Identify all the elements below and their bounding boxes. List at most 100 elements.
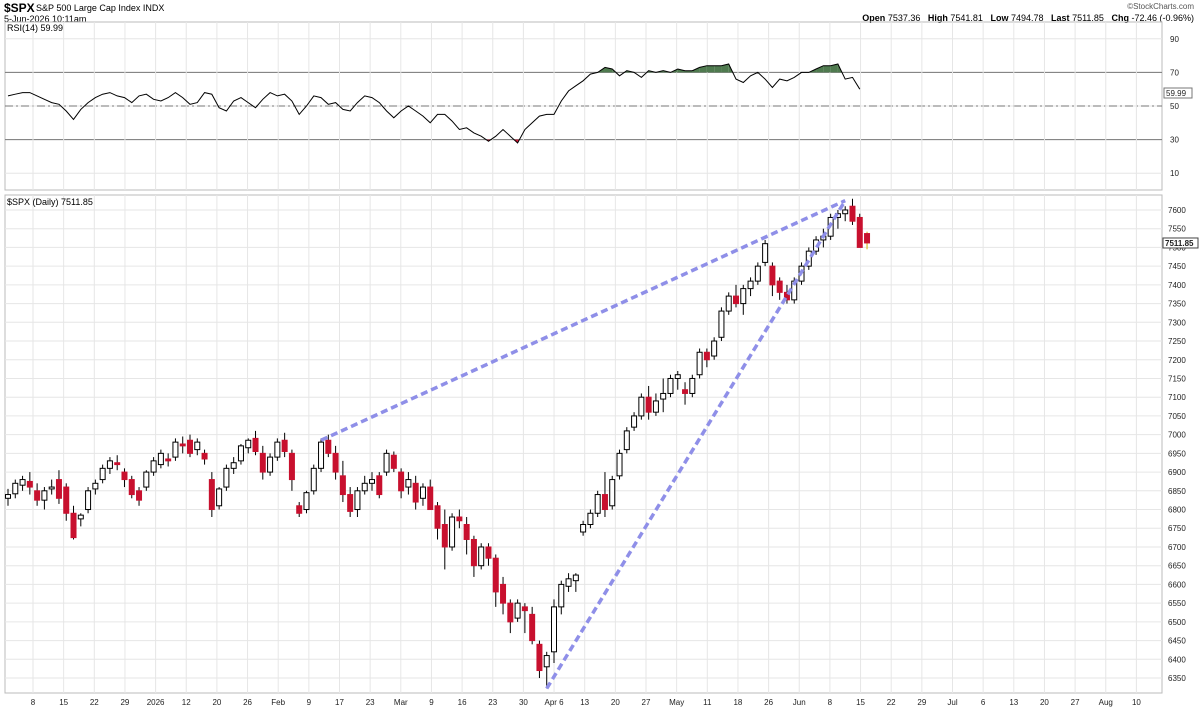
- candle: [165, 453, 172, 467]
- candle-body: [616, 452, 623, 477]
- candle: [558, 580, 565, 615]
- candle-body: [740, 288, 747, 305]
- rsi-tick-label: 10: [1170, 169, 1179, 178]
- date-tick-label: 6: [981, 698, 986, 707]
- candle: [5, 488, 11, 506]
- candle-body: [237, 445, 244, 462]
- price-tick-label: 6450: [1168, 637, 1186, 646]
- candle-body: [805, 250, 812, 267]
- price-tick-label: 7250: [1168, 337, 1186, 346]
- candle: [55, 470, 62, 504]
- candle: [318, 438, 325, 473]
- candle-body: [63, 486, 70, 514]
- date-tick-label: 13: [580, 698, 589, 707]
- candle: [288, 449, 295, 491]
- candle: [85, 487, 92, 514]
- candle-body: [725, 295, 732, 312]
- candle: [470, 535, 477, 577]
- candle-body: [281, 439, 288, 452]
- candle: [332, 445, 339, 480]
- candle: [638, 393, 645, 420]
- price-tick-label: 6850: [1168, 487, 1186, 496]
- date-tick-label: 9: [307, 698, 312, 707]
- price-tick-label: 7150: [1168, 374, 1186, 383]
- price-axis: 6350 6400 6450 6500 6550 6600 6650 6700 6750 6800…: [1168, 206, 1186, 683]
- candle: [747, 277, 754, 297]
- date-tick-label: 16: [458, 698, 467, 707]
- candle-body: [208, 479, 215, 511]
- date-tick-label: 8: [828, 698, 833, 707]
- date-tick-label: 12: [182, 698, 191, 707]
- candle-body: [623, 430, 630, 451]
- date-tick-label: Apr 6: [544, 698, 564, 707]
- candle-body: [674, 374, 681, 379]
- candle: [172, 438, 179, 461]
- candle: [259, 445, 266, 480]
- price-frame: [4, 194, 1163, 694]
- candle-body: [587, 512, 594, 526]
- candle-body: [441, 524, 448, 548]
- candle: [449, 513, 456, 551]
- rsi-tag-text: 59.99: [1166, 89, 1187, 98]
- rsi-fill-segment: [714, 65, 722, 73]
- candle-body: [85, 490, 92, 511]
- candle-body: [390, 454, 397, 469]
- candle-body: [157, 452, 164, 466]
- brand-watermark: ©StockCharts.com: [1127, 2, 1194, 11]
- rsi-panel: 10 30 50 70 90 RSI(14) 59.99 59.99: [4, 21, 1193, 191]
- rsi-tick-label: 70: [1170, 68, 1179, 77]
- candle: [237, 444, 244, 465]
- candle-body: [696, 351, 703, 376]
- candle-body: [383, 452, 390, 473]
- candle: [114, 455, 121, 471]
- last-label: Last: [1051, 13, 1070, 23]
- candle-body: [150, 460, 157, 473]
- candle-body: [48, 486, 55, 490]
- date-tick-label: 15: [59, 698, 68, 707]
- rsi-axis: 10 30 50 70 90: [1170, 35, 1179, 178]
- candle-body: [121, 471, 128, 481]
- candle-body: [143, 471, 150, 488]
- candle-body: [419, 486, 426, 499]
- rsi-value-tag: 59.99: [1163, 87, 1193, 99]
- candle: [769, 262, 776, 297]
- candle: [762, 239, 769, 267]
- rsi-fill-segment: [706, 65, 715, 73]
- price-tick-label: 6350: [1168, 674, 1186, 683]
- candle: [128, 475, 135, 499]
- candle: [463, 517, 470, 555]
- candle: [740, 284, 747, 315]
- date-tick-label: 20: [1040, 698, 1049, 707]
- chart-date: 5-Jun-2026 10:11am: [4, 14, 87, 24]
- candle: [405, 472, 412, 495]
- candle: [150, 457, 157, 476]
- candle-body: [427, 486, 434, 511]
- price-tick-label: 6400: [1168, 655, 1186, 664]
- candle-body: [405, 479, 412, 488]
- candle: [725, 292, 732, 315]
- candle-body: [187, 439, 193, 454]
- candle-body: [500, 583, 507, 604]
- price-tick-label: 6600: [1168, 580, 1186, 589]
- candle-body: [682, 389, 689, 394]
- candle-body: [114, 462, 121, 466]
- candle-body: [252, 437, 259, 452]
- rsi-fill-segment: [721, 64, 729, 73]
- candle: [369, 472, 375, 491]
- price-tag-text: 7511.85: [1165, 239, 1194, 248]
- candle: [92, 479, 99, 495]
- candle-body: [776, 280, 783, 293]
- candle: [565, 573, 572, 592]
- candle-body: [703, 351, 710, 361]
- candle: [339, 460, 346, 503]
- date-tick-label: 9: [429, 698, 434, 707]
- candle: [26, 472, 33, 495]
- candle: [652, 393, 659, 416]
- date-tick-label: Jun: [793, 698, 806, 707]
- candle-body: [667, 377, 674, 394]
- candle-body: [172, 441, 179, 458]
- candle-body: [19, 479, 26, 486]
- candle: [856, 213, 863, 248]
- candle-body: [514, 602, 521, 619]
